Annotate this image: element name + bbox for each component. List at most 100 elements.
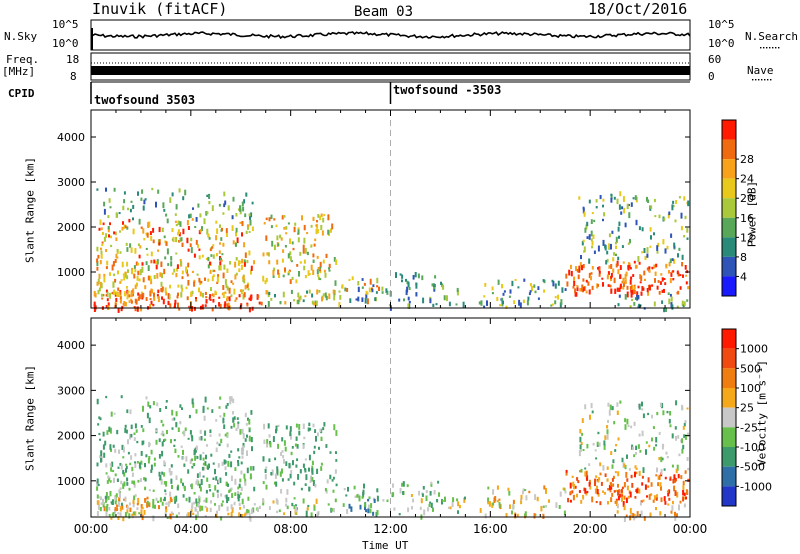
velocity-cell-852 <box>492 502 495 506</box>
velocity-cell-1072 <box>674 426 677 430</box>
velocity-cell-773 <box>425 495 428 501</box>
legend-dot-79-6 <box>770 79 772 81</box>
velocity-cell-890 <box>596 485 598 491</box>
velocity-cell-142 <box>102 498 104 505</box>
velocity-cell-1114 <box>594 449 597 452</box>
velocity-cell-864 <box>615 489 618 492</box>
velocity-cell-948 <box>660 497 663 503</box>
power-cell-543 <box>260 301 263 306</box>
power-cell-443 <box>205 211 208 216</box>
velocity-cell-130 <box>163 496 166 502</box>
power-cell-99 <box>136 282 138 287</box>
velocity-cell-604 <box>303 436 306 440</box>
power-cell-448 <box>165 213 168 217</box>
power-cell-976 <box>643 270 646 276</box>
velocity-cell-1037 <box>624 424 627 430</box>
velocity-cell-899 <box>599 472 602 476</box>
power-cell-538 <box>226 296 229 300</box>
power-cell-430 <box>161 227 164 233</box>
velocity-cell-666 <box>263 439 266 444</box>
velocity-cell-194 <box>139 477 142 483</box>
power-cell-284 <box>218 265 221 271</box>
velocity-cell-251 <box>127 451 130 455</box>
power-cell-309 <box>164 256 167 260</box>
velocity-cell-677 <box>314 484 317 488</box>
power-cell-901 <box>598 270 601 275</box>
power-cell-1128 <box>641 251 644 254</box>
velocity-cell-778 <box>393 507 396 511</box>
velocity-cell-744 <box>348 503 351 509</box>
velocity-cell-432 <box>117 466 120 469</box>
velocity-cell-356 <box>221 461 224 466</box>
power-cell-530 <box>195 297 197 299</box>
power-cell-1095 <box>644 255 647 260</box>
velocity-cell-861 <box>520 494 523 500</box>
power-cell-241 <box>206 228 209 235</box>
velocity-cell-1101 <box>599 462 602 467</box>
power-cell-739 <box>341 284 344 289</box>
power-cell-232 <box>126 261 129 267</box>
velocity-cell-332 <box>168 468 171 473</box>
power-cell-534 <box>219 303 222 309</box>
velocity-cell-761 <box>386 499 389 502</box>
velocity-cell-705 <box>335 483 338 487</box>
power-cell-1044 <box>621 206 624 210</box>
power-cell-848 <box>564 288 567 291</box>
power-cell-377 <box>212 254 215 259</box>
velocity-cell-1131 <box>604 435 607 440</box>
power-cell-932 <box>669 277 672 284</box>
velocity-cell-229 <box>208 463 210 469</box>
velocity-cell-1063 <box>606 434 609 440</box>
velocity-ytick-label-1: 2000 <box>57 430 85 443</box>
power-cell-1085 <box>664 248 667 254</box>
velocity-cell-657 <box>322 427 325 431</box>
power-cell-946 <box>598 267 601 271</box>
velocity-cell-621 <box>308 467 310 472</box>
velocity-cell-918 <box>650 493 653 496</box>
power-cell-519 <box>212 298 215 303</box>
nsky-label: N.Sky <box>4 30 38 43</box>
power-cell-1154 <box>637 295 640 300</box>
velocity-cell-725 <box>359 504 362 510</box>
velocity-cell-296 <box>150 449 153 455</box>
power-cell-961 <box>629 285 632 289</box>
velocity-cell-237 <box>145 454 148 458</box>
power-cell-500 <box>222 212 225 215</box>
power-cell-1019 <box>672 270 675 273</box>
velocity-cell-328 <box>199 429 202 434</box>
velocity-cell-336 <box>218 433 221 437</box>
velocity-cell-616 <box>334 469 337 474</box>
velocity-cell-493 <box>191 398 194 405</box>
power-cell-728 <box>346 288 349 292</box>
velocity-cell-680 <box>323 422 326 427</box>
power-cell-701 <box>319 215 322 221</box>
power-cell-1105 <box>653 198 656 203</box>
power-cell-278 <box>232 240 235 245</box>
power-cell-1112 <box>637 256 640 262</box>
power-cell-236 <box>153 259 156 264</box>
power-cell-423 <box>247 227 249 230</box>
velocity-cell-466 <box>160 419 163 424</box>
velocity-cell-966 <box>644 484 647 490</box>
power-cell-672 <box>268 217 271 222</box>
velocity-cell-1007 <box>641 475 644 479</box>
power-cell-208 <box>127 290 130 294</box>
power-cell-920 <box>633 285 636 291</box>
velocity-cell-192 <box>116 478 119 482</box>
velocity-cell-867 <box>669 476 672 481</box>
velocity-cell-972 <box>685 496 687 500</box>
velocity-cell-772 <box>464 496 466 500</box>
power-cell-62 <box>136 306 139 312</box>
velocity-cell-404 <box>205 454 207 460</box>
power-cell-980 <box>661 289 664 293</box>
power-cell-1040 <box>673 259 676 264</box>
velocity-cell-950 <box>569 482 572 489</box>
power-cell-983 <box>617 269 620 275</box>
power-cell-458 <box>96 188 99 191</box>
power-cell-1178 <box>629 305 632 308</box>
velocity-cell-1140 <box>603 440 606 446</box>
velocity-cell-707 <box>280 452 282 456</box>
power-cell-505 <box>155 201 157 208</box>
power-cell-790 <box>415 283 418 289</box>
velocity-cell-842 <box>509 504 511 509</box>
